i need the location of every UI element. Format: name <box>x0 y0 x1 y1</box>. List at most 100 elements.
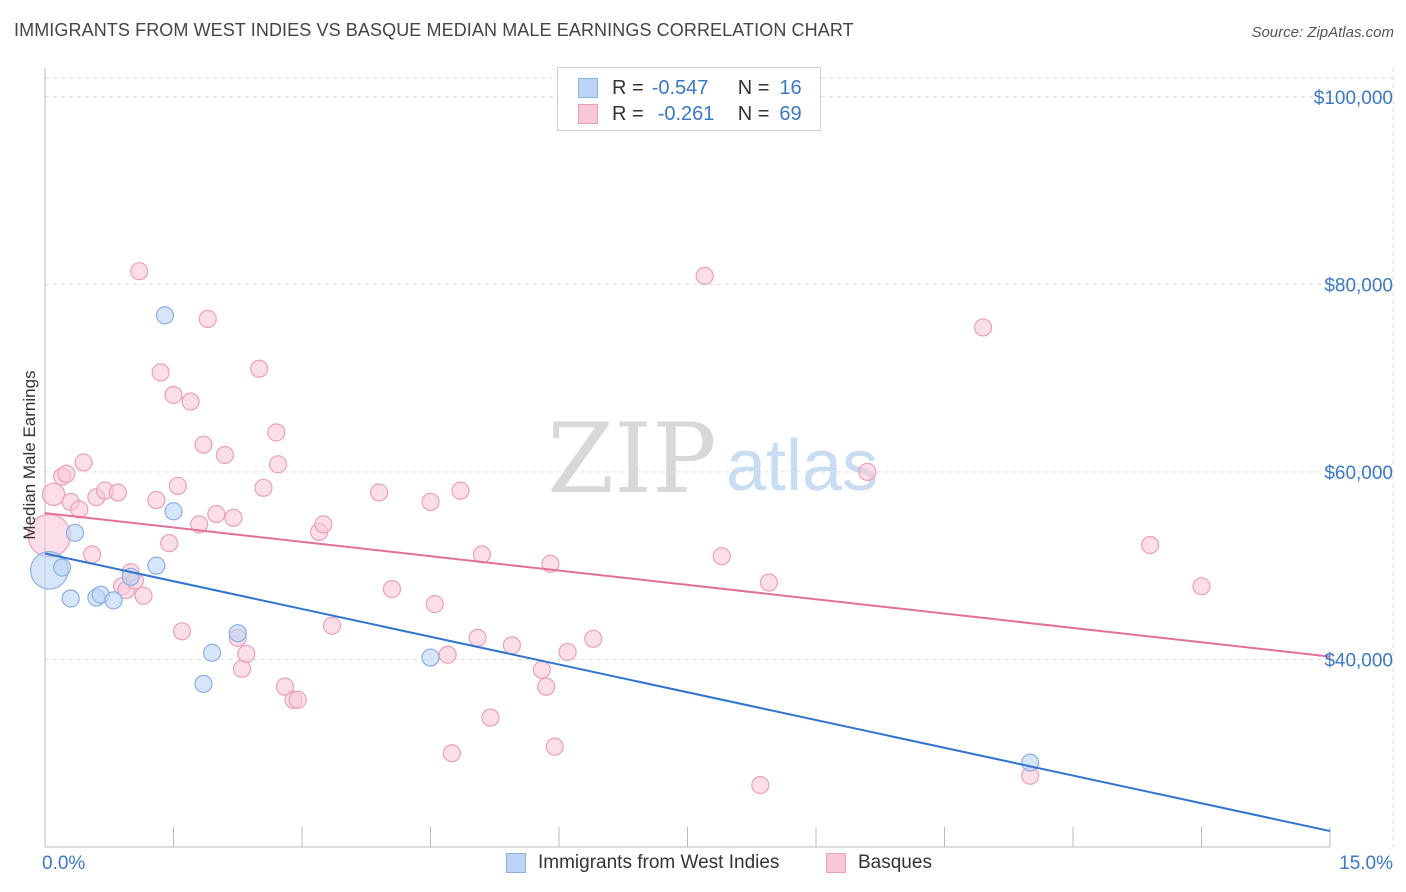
data-point-basques <box>268 455 288 474</box>
legend-r-label: R = <box>612 76 644 99</box>
data-point-basques <box>438 645 457 664</box>
legend-label-west-indies: Immigrants from West Indies <box>538 852 780 873</box>
data-point-basques <box>858 462 877 481</box>
data-point-basques <box>425 595 444 614</box>
data-point-basques <box>382 580 402 599</box>
legend-n-label: N = <box>737 76 770 99</box>
data-point-basques <box>370 483 389 502</box>
watermark-atlas: atlas <box>726 426 878 506</box>
data-point-basques <box>41 482 66 507</box>
data-point-west-indies <box>104 591 123 610</box>
legend-swatch-pink <box>826 853 846 873</box>
watermark: ZIP atlas <box>547 403 878 515</box>
data-point-west-indies <box>202 643 222 662</box>
chart-title: IMMIGRANTS FROM WEST INDIES VS BASQUE ME… <box>14 20 854 40</box>
legend-n-value-pink: 69 <box>779 102 802 125</box>
data-point-basques <box>451 481 470 500</box>
data-point-west-indies <box>194 674 213 693</box>
data-point-basques <box>751 776 770 795</box>
data-point-basques <box>558 642 577 662</box>
legend-n-label: N = <box>737 102 770 125</box>
legend-swatch-blue <box>578 78 598 98</box>
data-point-basques <box>267 423 286 442</box>
data-point-basques <box>1140 535 1160 555</box>
data-point-basques <box>130 262 149 281</box>
data-point-basques <box>224 508 243 527</box>
data-point-basques <box>275 677 294 696</box>
data-point-basques <box>147 490 166 510</box>
data-point-basques <box>481 708 500 727</box>
data-point-basques <box>314 515 333 534</box>
data-point-basques <box>250 359 269 378</box>
data-point-basques <box>190 515 209 534</box>
data-point-west-indies <box>53 558 72 577</box>
data-point-west-indies <box>147 556 166 575</box>
legend-swatch-blue <box>506 853 526 873</box>
gridlines <box>45 68 1394 847</box>
legend-r-value-blue: -0.547 <box>651 76 709 99</box>
data-point-basques <box>74 453 93 472</box>
data-point-basques <box>168 476 187 496</box>
data-point-basques <box>160 534 179 553</box>
data-point-west-indies <box>155 306 175 325</box>
data-point-basques <box>584 629 603 648</box>
series-west-indies <box>29 306 1040 772</box>
legend-label-basques: Basques <box>858 852 932 873</box>
legend-row-blue: R = -0.547 N = 16 <box>578 76 802 100</box>
data-point-basques <box>288 690 307 709</box>
data-point-basques <box>207 504 226 524</box>
data-point-basques <box>759 573 778 592</box>
trend-lines <box>44 512 1331 833</box>
data-point-basques <box>537 677 556 696</box>
legend-r-label: R = <box>612 102 644 125</box>
y-tick-label: $40,000 <box>1324 650 1393 671</box>
data-point-west-indies <box>421 648 440 667</box>
data-point-basques <box>83 545 102 564</box>
data-point-west-indies <box>61 589 80 608</box>
data-point-basques <box>181 392 200 411</box>
trend-line-basques <box>44 512 1331 658</box>
data-point-basques <box>237 644 256 663</box>
x-tick-label: 15.0% <box>1339 853 1393 874</box>
data-point-west-indies <box>164 502 183 521</box>
legend-item-basques: Basques <box>826 852 932 874</box>
data-point-basques <box>108 483 127 502</box>
data-point-west-indies <box>65 523 85 542</box>
x-tick-label: 0.0% <box>42 853 85 874</box>
y-tick-label: $100,000 <box>1314 88 1393 109</box>
data-point-basques <box>1192 577 1211 596</box>
data-point-basques <box>468 628 487 647</box>
data-point-basques <box>232 659 252 678</box>
watermark-zip: ZIP <box>547 403 716 515</box>
data-point-basques <box>541 554 560 573</box>
legend-item-west-indies: Immigrants from West Indies <box>506 852 779 874</box>
data-point-west-indies <box>228 624 247 643</box>
data-point-basques <box>172 622 192 641</box>
source-credit: Source: ZipAtlas.com <box>1251 24 1394 41</box>
trend-line-west-indies <box>44 552 1331 833</box>
data-point-basques <box>545 737 564 756</box>
data-point-basques <box>322 616 342 635</box>
data-point-basques <box>198 309 217 329</box>
data-point-basques <box>254 478 273 497</box>
data-point-basques <box>695 266 714 285</box>
y-tick-labels: $40,000 $60,000 $80,000 $100,000 <box>1314 88 1393 672</box>
data-point-basques <box>442 744 462 763</box>
axes <box>44 68 1331 848</box>
data-point-basques <box>134 586 153 605</box>
data-point-basques <box>712 547 731 566</box>
legend-n-value-blue: 16 <box>779 76 802 99</box>
data-point-basques <box>502 636 521 655</box>
data-point-basques <box>973 318 993 337</box>
data-point-basques <box>194 435 213 454</box>
legend-r-value-pink: -0.261 <box>657 102 715 125</box>
data-point-basques <box>421 492 440 511</box>
x-tick-labels: 0.0% 15.0% <box>42 853 1393 874</box>
legend-row-pink: R = -0.261 N = 69 <box>578 102 802 126</box>
y-tick-label: $60,000 <box>1324 463 1393 484</box>
y-tick-label: $80,000 <box>1324 275 1393 296</box>
data-point-basques <box>215 445 234 465</box>
legend-swatch-pink <box>578 104 598 124</box>
data-point-basques <box>57 464 76 483</box>
